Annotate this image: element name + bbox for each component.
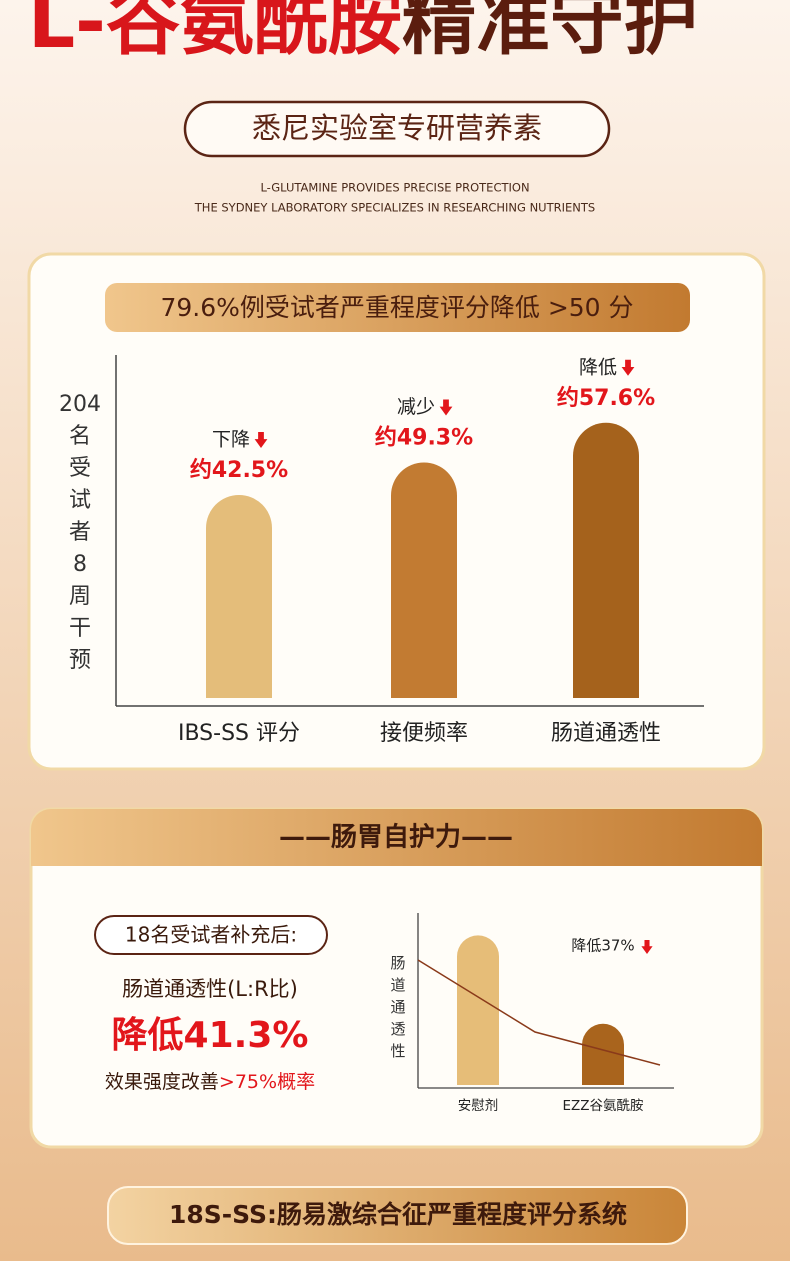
value-label: 约49.3% — [375, 424, 473, 450]
en-line: THE SYDNEY LABORATORY SPECIALIZES IN RES… — [194, 201, 595, 215]
bar — [391, 462, 457, 698]
annotation: 降低37% — [571, 937, 634, 955]
result: 降低41.3% — [112, 1015, 309, 1056]
footer-pill — [107, 1186, 688, 1245]
y-axis-label: 肠道通透性 — [390, 954, 405, 1060]
bar — [582, 1023, 624, 1085]
bar — [457, 935, 499, 1085]
change-label: 减少 — [397, 396, 435, 418]
x-tick-label: EZZ谷氨酰胺 — [562, 1098, 643, 1114]
effect-text: 效果强度改善 — [105, 1071, 219, 1093]
x-tick-label: 安慰剂 — [458, 1097, 499, 1114]
down-arrow — [254, 431, 268, 448]
effect-highlight: >75%概率 — [219, 1071, 315, 1093]
metric: 肠道通透性(L:R比) — [122, 977, 298, 1001]
value-label: 约42.5% — [190, 457, 288, 483]
y-axis-label: 204 名受试者 8 周干预 — [59, 392, 101, 673]
x-tick-label: 接便频率 — [380, 721, 468, 746]
panel-title: ——肠胃自护力—— — [279, 822, 513, 853]
x-tick-label: IBS-SS 评分 — [178, 721, 300, 746]
subtitle-pill — [183, 100, 611, 158]
banner — [105, 283, 690, 332]
bar — [206, 494, 272, 698]
main-title: L-谷氨酰胺精准守护 — [28, 0, 698, 65]
title-dark: 精准守护 — [402, 0, 698, 65]
change-label: 下降 — [212, 428, 250, 450]
pill — [94, 915, 328, 955]
value-label: 约57.6% — [557, 385, 655, 411]
banner-text: 79.6%例受试者严重程度评分降低 >50 分 — [160, 293, 633, 322]
down-arrow — [439, 399, 453, 416]
title-red: L-谷氨酰胺 — [28, 0, 402, 65]
x-tick-label: 肠道通透性 — [551, 721, 661, 746]
footer-text: 18S-SS:肠易激综合征严重程度评分系统 — [169, 1200, 627, 1229]
trend-line — [417, 959, 661, 1066]
bar — [573, 422, 639, 698]
down-arrow — [621, 359, 635, 376]
effect: 效果强度改善>75%概率 — [105, 1071, 315, 1093]
panel-header — [31, 809, 762, 866]
change-label: 降低 — [579, 356, 617, 378]
pill-text: 18名受试者补充后: — [125, 923, 297, 947]
subtitle: 悉尼实验室专研营养素 — [252, 111, 542, 145]
en-line: L-GLUTAMINE PROVIDES PRECISE PROTECTION — [260, 181, 529, 195]
down-arrow — [641, 940, 653, 954]
